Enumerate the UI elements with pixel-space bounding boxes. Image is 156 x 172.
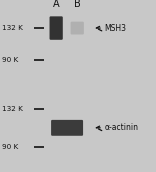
Text: B: B (74, 0, 81, 9)
Text: A: A (53, 0, 59, 9)
FancyBboxPatch shape (71, 22, 84, 35)
FancyBboxPatch shape (51, 120, 83, 136)
Text: 132 K: 132 K (2, 25, 22, 31)
Text: MSH3: MSH3 (105, 24, 127, 33)
Text: α-actinin: α-actinin (105, 123, 139, 132)
FancyBboxPatch shape (50, 16, 63, 40)
Text: 90 K: 90 K (2, 57, 18, 63)
Text: 132 K: 132 K (2, 106, 22, 112)
Text: 90 K: 90 K (2, 144, 18, 150)
